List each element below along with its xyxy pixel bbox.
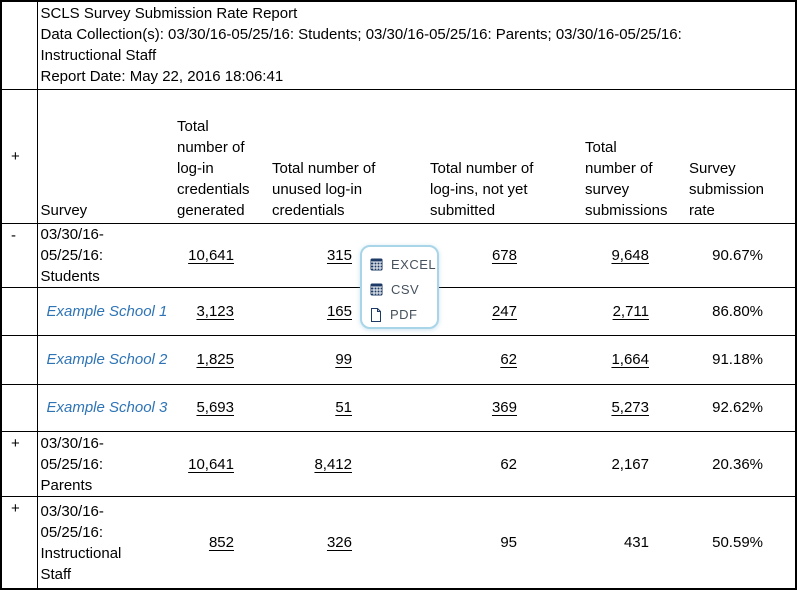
cell-not-yet-submitted[interactable]: 62 bbox=[500, 351, 517, 369]
survey-label: 03/30/16- 05/25/16: Instructional Staff bbox=[40, 502, 122, 583]
cell-unused-credentials[interactable]: 315 bbox=[326, 246, 352, 264]
column-header-unused-credentials: Total number of unused log-in credential… bbox=[272, 159, 376, 219]
report-data-collections: Data Collection(s): 03/30/16-05/25/16: S… bbox=[40, 26, 682, 64]
cell-survey-submissions[interactable]: 9,648 bbox=[611, 246, 649, 264]
report-title-block: SCLS Survey Submission Rate Report Data … bbox=[2, 2, 795, 90]
cell-credentials-generated[interactable]: 5,693 bbox=[196, 399, 234, 417]
cell-survey-submissions: 2,167 bbox=[611, 455, 649, 473]
cell-submission-rate: 92.62% bbox=[712, 399, 763, 417]
table-row-instructional-staff: + 03/30/16- 05/25/16: Instructional Staf… bbox=[2, 496, 795, 588]
expander-spacer bbox=[2, 384, 38, 432]
export-excel-option[interactable]: EXCEL bbox=[370, 252, 437, 277]
school-link[interactable]: Example School 1 bbox=[46, 303, 168, 321]
cell-submission-rate: 90.67% bbox=[712, 246, 763, 264]
report-date: Report Date: May 22, 2016 18:06:41 bbox=[40, 68, 284, 85]
document-page-icon bbox=[371, 307, 381, 322]
report-header-text: SCLS Survey Submission Rate Report Data … bbox=[37, 2, 795, 89]
expander-spacer bbox=[2, 335, 38, 385]
column-header-credentials-generated: Total number of log-in credentials gener… bbox=[177, 117, 250, 219]
table-row-example-school-3: Example School 3 5,693 51 369 5,273 92.6… bbox=[2, 384, 795, 432]
export-excel-label: EXCEL bbox=[391, 257, 437, 272]
table-row-students: - 03/30/16- 05/25/16: Students 10,641 31… bbox=[2, 223, 795, 288]
cell-unused-credentials[interactable]: 8,412 bbox=[314, 455, 352, 473]
expander-column-spacer bbox=[2, 2, 38, 90]
expand-toggle-instructional-staff[interactable]: + bbox=[2, 496, 38, 588]
cell-submission-rate: 50.59% bbox=[712, 534, 763, 552]
cell-not-yet-submitted: 62 bbox=[500, 455, 517, 473]
survey-label: 03/30/16- 05/25/16: Parents bbox=[40, 434, 104, 494]
table-row-example-school-2: Example School 2 1,825 99 62 1,664 91.18… bbox=[2, 335, 795, 385]
cell-credentials-generated[interactable]: 1,825 bbox=[196, 351, 234, 369]
cell-unused-credentials[interactable]: 99 bbox=[335, 351, 352, 369]
school-link[interactable]: Example School 2 bbox=[46, 351, 168, 369]
table-header-row: + Survey Total number of log-in credenti… bbox=[2, 89, 795, 223]
cell-unused-credentials[interactable]: 51 bbox=[335, 399, 352, 417]
cell-not-yet-submitted: 95 bbox=[500, 534, 517, 552]
export-csv-option[interactable]: CSV bbox=[370, 277, 437, 302]
survey-label: 03/30/16- 05/25/16: Students bbox=[40, 225, 104, 285]
cell-credentials-generated[interactable]: 852 bbox=[208, 534, 234, 552]
cell-not-yet-submitted[interactable]: 369 bbox=[491, 399, 517, 417]
cell-survey-submissions[interactable]: 1,664 bbox=[611, 351, 649, 369]
export-csv-label: CSV bbox=[391, 282, 420, 297]
report-title: SCLS Survey Submission Rate Report bbox=[40, 5, 298, 22]
cell-survey-submissions[interactable]: 2,711 bbox=[612, 303, 649, 321]
collapse-toggle-students[interactable]: - bbox=[2, 223, 38, 288]
spreadsheet-grid-icon bbox=[370, 258, 383, 271]
cell-credentials-generated[interactable]: 10,641 bbox=[188, 455, 234, 473]
cell-submission-rate: 86.80% bbox=[712, 303, 763, 321]
expander-spacer bbox=[2, 287, 38, 336]
school-link[interactable]: Example School 3 bbox=[46, 399, 168, 417]
column-header-not-yet-submitted: Total number of log-ins, not yet submitt… bbox=[430, 159, 534, 219]
table-row-parents: + 03/30/16- 05/25/16: Parents 10,641 8,4… bbox=[2, 431, 795, 497]
cell-submission-rate: 20.36% bbox=[712, 455, 763, 473]
cell-unused-credentials[interactable]: 165 bbox=[326, 303, 352, 321]
cell-submission-rate: 91.18% bbox=[712, 351, 763, 369]
cell-not-yet-submitted[interactable]: 247 bbox=[491, 303, 517, 321]
export-pdf-option[interactable]: PDF bbox=[370, 302, 437, 327]
export-pdf-label: PDF bbox=[390, 307, 418, 322]
table-row-example-school-1: Example School 1 3,123 165 247 2,711 86.… bbox=[2, 287, 795, 336]
column-header-submission-rate: Survey submission rate bbox=[689, 159, 765, 219]
column-header-survey: Survey bbox=[40, 201, 88, 219]
column-header-survey-submissions: Total number of survey submissions bbox=[585, 138, 668, 219]
cell-credentials-generated[interactable]: 3,123 bbox=[196, 303, 234, 321]
cell-unused-credentials[interactable]: 326 bbox=[326, 534, 352, 552]
expand-toggle-parents[interactable]: + bbox=[2, 431, 38, 497]
spreadsheet-grid-icon bbox=[370, 283, 383, 296]
cell-survey-submissions: 431 bbox=[623, 534, 649, 552]
cell-credentials-generated[interactable]: 10,641 bbox=[188, 246, 234, 264]
cell-not-yet-submitted[interactable]: 678 bbox=[491, 246, 517, 264]
cell-survey-submissions[interactable]: 5,273 bbox=[611, 399, 649, 417]
expand-all-toggle[interactable]: + bbox=[2, 89, 38, 223]
export-menu: EXCEL CSV PDF bbox=[360, 245, 439, 329]
